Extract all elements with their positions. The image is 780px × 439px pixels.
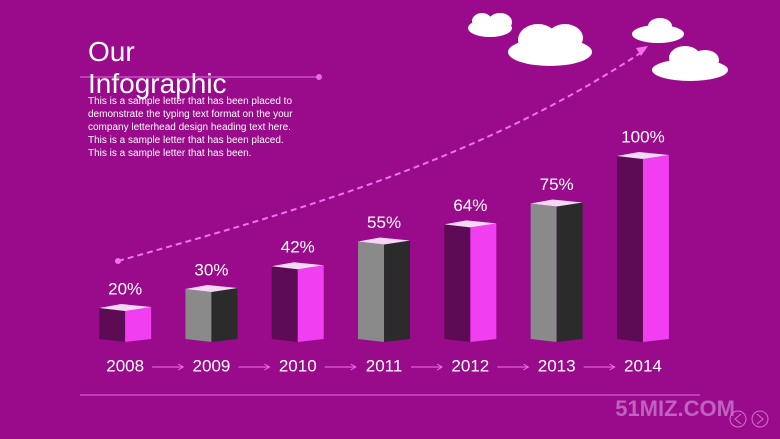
next-button[interactable] [752, 411, 768, 427]
bar-right-face [211, 288, 237, 342]
bar-left-face [185, 289, 211, 342]
x-tick-label: 2012 [451, 356, 489, 375]
clouds [468, 13, 728, 81]
bar-left-face [272, 266, 298, 342]
watermark: 51MIZ.COM [615, 396, 735, 421]
bar [617, 152, 669, 342]
bar-right-face [125, 307, 151, 342]
value-label: 75% [540, 175, 574, 194]
prev-icon [735, 414, 741, 424]
dot [316, 74, 322, 80]
bar [272, 262, 324, 342]
bar-right-face [298, 265, 324, 342]
bar-left-face [531, 204, 557, 343]
bar-right-face [470, 223, 496, 342]
subtitle: This is a sample letter that has been pl… [88, 95, 303, 160]
bar-left-face [444, 224, 470, 342]
x-tick-label: 2014 [624, 356, 662, 375]
bar-left-face [617, 156, 643, 342]
bar [531, 200, 583, 343]
bar [185, 285, 237, 342]
value-label: 100% [621, 127, 664, 146]
bar [358, 238, 410, 343]
value-label: 64% [453, 196, 487, 215]
bar-left-face [99, 308, 125, 342]
x-tick-label: 2010 [279, 356, 317, 375]
dot [115, 258, 121, 264]
bar [444, 220, 496, 342]
next-icon [757, 414, 763, 424]
value-label: 20% [108, 279, 142, 298]
bar-right-face [557, 203, 583, 343]
bar-right-face [643, 155, 669, 342]
x-tick-label: 2008 [106, 356, 144, 375]
x-tick-label: 2011 [366, 356, 403, 375]
value-label: 55% [367, 213, 401, 232]
bar-right-face [384, 241, 410, 343]
x-tick-label: 2013 [538, 356, 576, 375]
value-label: 30% [194, 260, 228, 279]
x-tick-label: 2009 [193, 356, 231, 375]
bar-left-face [358, 242, 384, 343]
value-label: 42% [281, 238, 315, 257]
bar [99, 304, 151, 342]
title: Our Infographic [88, 36, 258, 100]
